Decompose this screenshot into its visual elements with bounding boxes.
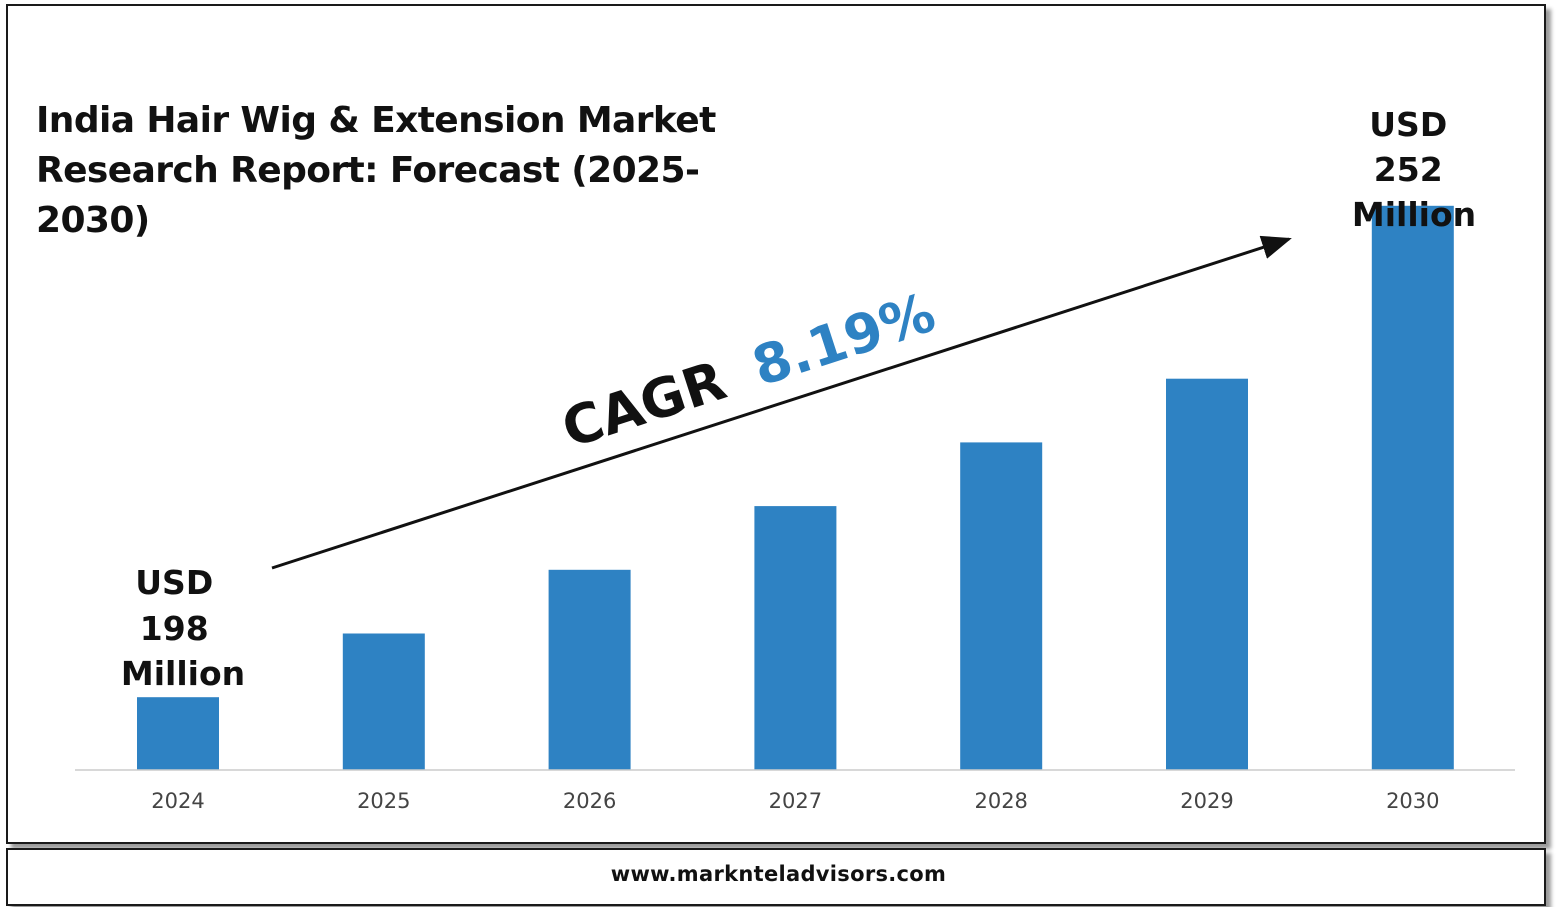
x-tick-labels: 2024 2025 2026 2027 2028 2029 2030 [151,789,1439,813]
bar-2025 [342,633,425,770]
bar-2026 [548,569,631,770]
footer-frame [6,848,1546,906]
end-label-line-3: Million [1352,195,1476,234]
x-tick-2030: 2030 [1386,789,1439,813]
start-label-line-3: Million [121,654,245,693]
x-tick-2026: 2026 [563,789,616,813]
start-label-line-1: USD [135,563,213,602]
footer-url[interactable]: www.marknteladvisors.com [610,862,947,886]
x-tick-2027: 2027 [769,789,822,813]
chart-title: India Hair Wig & Extension Market Resear… [36,100,716,241]
bar-2029 [1166,378,1248,770]
x-tick-2025: 2025 [357,789,410,813]
bar-2028 [960,442,1043,770]
start-label-line-2: 198 [140,609,209,648]
bar-2027 [754,506,837,770]
end-value-label: USD 252 Million [1352,105,1476,234]
end-label-line-2: 252 [1374,150,1443,189]
cagr-arrow [271,235,1292,570]
x-tick-2029: 2029 [1180,789,1233,813]
cagr-value: 8.19% [745,281,943,399]
start-value-label: USD 198 Million [121,563,245,693]
bars-group [137,205,1454,771]
bar-2030 [1371,205,1454,771]
x-tick-2024: 2024 [151,789,204,813]
cagr-label: CAGR [555,349,734,461]
bar-2024 [137,697,219,770]
x-tick-2028: 2028 [974,789,1027,813]
end-label-line-1: USD [1369,105,1447,144]
